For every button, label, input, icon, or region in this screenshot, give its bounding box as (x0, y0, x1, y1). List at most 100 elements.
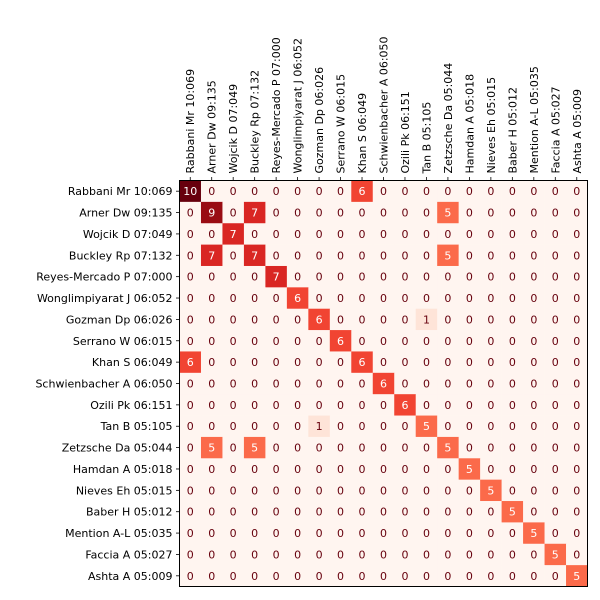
heatmap-cell (523, 479, 545, 502)
heatmap-cell (222, 287, 245, 310)
heatmap-cell (458, 330, 481, 352)
cell-value: 0 (230, 527, 237, 540)
heatmap-cell (265, 308, 288, 331)
cell-value: 0 (380, 570, 387, 583)
heatmap-cell (566, 223, 588, 245)
cell-value: 0 (552, 228, 559, 241)
cell-value: 0 (509, 527, 516, 540)
heatmap-cell (286, 522, 309, 545)
cell-value: 0 (552, 570, 559, 583)
cell-value: 0 (509, 420, 516, 433)
cell-value: 0 (487, 442, 494, 455)
heatmap-cell (265, 565, 288, 587)
heatmap-cell (544, 436, 567, 459)
heatmap-cell (200, 522, 223, 545)
heatmap-cell (222, 522, 245, 545)
heatmap-cell (458, 415, 481, 438)
cell-value: 0 (573, 484, 580, 497)
heatmap-cell (501, 351, 524, 374)
cell-value: 0 (230, 335, 237, 348)
cell-value: 0 (359, 442, 366, 455)
cell-value: 5 (509, 506, 516, 519)
heatmap-cell (523, 223, 545, 245)
cell-value: 0 (294, 506, 301, 519)
heatmap-cell (265, 479, 288, 502)
cell-value: 5 (487, 484, 494, 497)
heatmap-cell (243, 415, 266, 438)
cell-value: 0 (530, 442, 537, 455)
heatmap-cell (501, 543, 524, 566)
cell-value: 0 (466, 484, 473, 497)
y-axis-tick-labels: Rabbani Mr 10:069 Arner Dw 09:135 Wojcik D… (35, 185, 180, 583)
heatmap-cell (394, 394, 417, 416)
heatmap-cell (566, 565, 588, 587)
cell-value: 0 (208, 335, 215, 348)
heatmap-cell (243, 244, 266, 267)
cell-value: 0 (294, 527, 301, 540)
heatmap-cell (179, 501, 202, 523)
heatmap-cell (200, 436, 223, 459)
heatmap-cell (265, 265, 288, 288)
cell-value: 0 (273, 442, 280, 455)
cell-value: 0 (530, 335, 537, 348)
cell-value: 0 (337, 228, 344, 241)
cell-value: 0 (230, 378, 237, 391)
heatmap-cell (265, 180, 288, 203)
heatmap-cell (286, 565, 309, 587)
heatmap-cell (351, 223, 374, 245)
cell-value: 5 (444, 442, 451, 455)
heatmap-cell (351, 308, 374, 331)
heatmap-cell (566, 180, 588, 203)
cell-value: 0 (401, 313, 408, 326)
cell-value: 0 (509, 356, 516, 369)
heatmap-cell (200, 394, 223, 416)
heatmap-cell (458, 394, 481, 416)
heatmap-cell (372, 287, 395, 310)
cell-value: 0 (208, 292, 215, 305)
heatmap-cell (372, 330, 395, 352)
cell-value: 0 (530, 420, 537, 433)
cell-value: 0 (273, 506, 280, 519)
heatmap-cell (265, 372, 288, 395)
heatmap-cell (501, 479, 524, 502)
cell-value: 0 (509, 185, 516, 198)
heatmap-cell (415, 458, 438, 480)
cell-value: 0 (573, 378, 580, 391)
y-tick-label: Wonglimpiyarat J 06:052 (37, 292, 173, 305)
heatmap-cell (286, 330, 309, 352)
heatmap-cell (544, 351, 567, 374)
cell-value: 0 (187, 292, 194, 305)
heatmap-cell (351, 565, 374, 587)
cell-value: 5 (208, 442, 215, 455)
heatmap-cell (351, 265, 374, 288)
cell-value: 0 (423, 185, 430, 198)
heatmap-cell (351, 394, 374, 416)
heatmap-cell (351, 479, 374, 502)
cell-value: 0 (251, 420, 258, 433)
cell-value: 5 (444, 207, 451, 220)
heatmap-cell (222, 479, 245, 502)
cell-value: 0 (573, 420, 580, 433)
cell-value: 0 (251, 570, 258, 583)
heatmap-cell (308, 543, 331, 566)
cell-value: 0 (380, 548, 387, 561)
cell-value: 0 (552, 420, 559, 433)
cell-value: 0 (487, 506, 494, 519)
heatmap-cell (222, 180, 245, 203)
y-tick-label: Baber H 05:012 (86, 506, 173, 519)
heatmap-cell (480, 479, 502, 502)
cell-value: 0 (487, 207, 494, 220)
heatmap-cell (415, 265, 438, 288)
heatmap-cell (480, 351, 502, 374)
cell-value: 0 (273, 484, 280, 497)
cell-value: 0 (552, 463, 559, 476)
heatmap-cell (222, 415, 245, 438)
cell-value: 0 (273, 249, 280, 262)
cell-value: 0 (401, 463, 408, 476)
cell-value: 0 (316, 292, 323, 305)
heatmap-cell (179, 308, 202, 331)
heatmap-cell (523, 436, 545, 459)
heatmap-cell (286, 415, 309, 438)
heatmap-cell (480, 565, 502, 587)
heatmap-cell (566, 372, 588, 395)
